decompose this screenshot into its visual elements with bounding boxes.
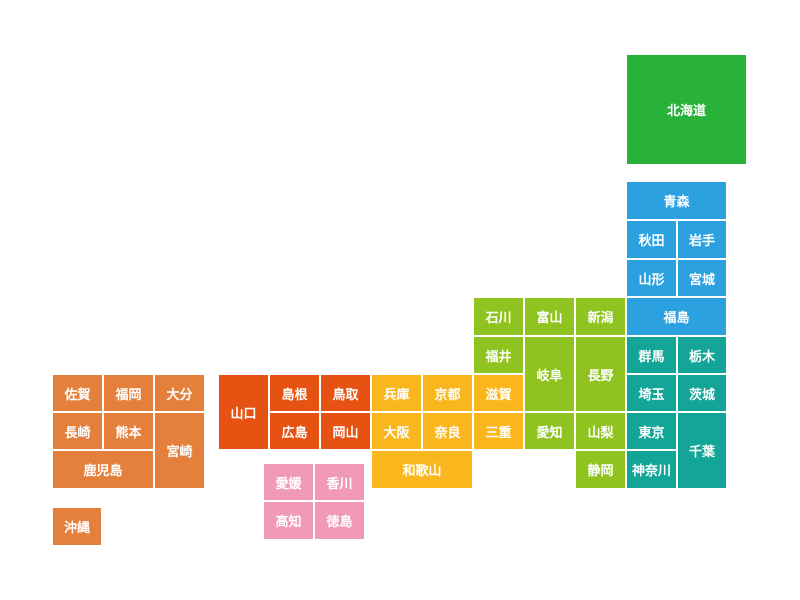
prefecture-label: 群馬: [638, 349, 665, 365]
prefecture-kanagawa[interactable]: 神奈川: [626, 450, 677, 489]
prefecture-hiroshima[interactable]: 広島: [269, 412, 320, 450]
prefecture-label: 岩手: [688, 234, 715, 249]
prefecture-label: 大分: [166, 387, 193, 403]
prefecture-label: 福島: [663, 311, 690, 326]
prefecture-mie[interactable]: 三重: [473, 412, 524, 450]
prefecture-label: 香川: [326, 476, 353, 492]
prefecture-label: 山形: [638, 272, 665, 288]
prefecture-nagano[interactable]: 長野: [575, 336, 626, 412]
prefecture-toyama[interactable]: 富山: [524, 297, 575, 336]
prefecture-label: 福岡: [115, 387, 142, 403]
prefecture-ibaraki[interactable]: 茨城: [677, 374, 727, 412]
prefecture-ehime[interactable]: 愛媛: [263, 463, 314, 501]
prefecture-kochi[interactable]: 高知: [263, 501, 314, 540]
prefecture-miyagi[interactable]: 宮城: [677, 259, 727, 297]
prefecture-label: 京都: [434, 387, 461, 403]
prefecture-saitama[interactable]: 埼玉: [626, 374, 677, 412]
prefecture-tokushima[interactable]: 徳島: [314, 501, 365, 540]
prefecture-kagawa[interactable]: 香川: [314, 463, 365, 501]
prefecture-label: 佐賀: [64, 387, 91, 403]
prefecture-label: 長野: [587, 368, 614, 384]
prefecture-aomori[interactable]: 青森: [626, 181, 727, 220]
prefecture-niigata[interactable]: 新潟: [575, 297, 626, 336]
prefecture-tochigi[interactable]: 栃木: [677, 336, 727, 374]
prefecture-fukui[interactable]: 福井: [473, 336, 524, 374]
prefecture-label: 富山: [536, 311, 563, 326]
prefecture-label: 長崎: [64, 425, 91, 441]
prefecture-okayama[interactable]: 岡山: [320, 412, 371, 450]
prefecture-okinawa[interactable]: 沖縄: [52, 507, 102, 546]
prefecture-ishikawa[interactable]: 石川: [473, 297, 524, 336]
prefecture-yamanashi[interactable]: 山梨: [575, 412, 626, 450]
prefecture-label: 和歌山: [402, 464, 442, 479]
prefecture-label: 兵庫: [383, 387, 410, 403]
prefecture-iwate[interactable]: 岩手: [677, 220, 727, 259]
prefecture-label: 福井: [485, 349, 512, 365]
prefecture-hokkaido[interactable]: 北海道: [626, 54, 747, 165]
prefecture-label: 沖縄: [63, 521, 90, 536]
prefecture-label: 宮崎: [166, 445, 193, 460]
prefecture-hyogo[interactable]: 兵庫: [371, 374, 422, 412]
prefecture-label: 新潟: [587, 311, 614, 326]
prefecture-label: 愛知: [536, 425, 563, 441]
prefecture-label: 滋賀: [485, 387, 512, 403]
prefecture-label: 静岡: [587, 464, 614, 479]
prefecture-akita[interactable]: 秋田: [626, 220, 677, 259]
prefecture-label: 神奈川: [631, 464, 671, 479]
prefecture-label: 山口: [230, 406, 257, 422]
prefecture-label: 熊本: [115, 425, 142, 441]
prefecture-label: 奈良: [434, 425, 461, 441]
prefecture-shimane[interactable]: 島根: [269, 374, 320, 412]
prefecture-yamagata[interactable]: 山形: [626, 259, 677, 297]
prefecture-label: 岡山: [332, 425, 359, 441]
prefecture-kagoshima[interactable]: 鹿児島: [52, 450, 154, 489]
prefecture-label: 岐阜: [536, 368, 563, 384]
prefecture-oita[interactable]: 大分: [154, 374, 205, 412]
prefecture-label: 山梨: [587, 425, 614, 441]
prefecture-label: 徳島: [326, 515, 353, 530]
prefecture-gifu[interactable]: 岐阜: [524, 336, 575, 412]
prefecture-shizuoka[interactable]: 静岡: [575, 450, 626, 489]
prefecture-label: 千葉: [688, 445, 715, 460]
prefecture-tokyo[interactable]: 東京: [626, 412, 677, 450]
prefecture-label: 鳥取: [332, 387, 359, 403]
prefecture-tottori[interactable]: 鳥取: [320, 374, 371, 412]
prefecture-saga[interactable]: 佐賀: [52, 374, 103, 412]
prefecture-label: 栃木: [688, 349, 715, 365]
prefecture-label: 青森: [663, 195, 690, 210]
prefecture-shiga[interactable]: 滋賀: [473, 374, 524, 412]
prefecture-nara[interactable]: 奈良: [422, 412, 473, 450]
prefecture-kyoto[interactable]: 京都: [422, 374, 473, 412]
prefecture-label: 高知: [275, 515, 302, 530]
prefecture-label: 広島: [281, 425, 308, 441]
prefecture-aichi[interactable]: 愛知: [524, 412, 575, 450]
prefecture-nagasaki[interactable]: 長崎: [52, 412, 103, 450]
prefecture-fukuoka[interactable]: 福岡: [103, 374, 154, 412]
prefecture-label: 三重: [485, 425, 512, 441]
prefecture-label: 石川: [485, 311, 512, 326]
prefecture-label: 鹿児島: [83, 464, 123, 479]
prefecture-osaka[interactable]: 大阪: [371, 412, 422, 450]
prefecture-kumamoto[interactable]: 熊本: [103, 412, 154, 450]
prefecture-label: 埼玉: [638, 387, 665, 403]
prefecture-label: 宮城: [688, 272, 715, 288]
prefecture-gunma[interactable]: 群馬: [626, 336, 677, 374]
prefecture-label: 東京: [638, 425, 665, 441]
prefecture-fukushima[interactable]: 福島: [626, 297, 727, 336]
prefecture-chiba[interactable]: 千葉: [677, 412, 727, 489]
prefecture-miyazaki[interactable]: 宮崎: [154, 412, 205, 489]
prefecture-label: 茨城: [688, 387, 715, 403]
prefecture-label: 秋田: [638, 234, 665, 249]
prefecture-label: 島根: [281, 387, 308, 403]
prefecture-label: 北海道: [666, 104, 706, 119]
prefecture-label: 大阪: [383, 425, 410, 441]
prefecture-wakayama[interactable]: 和歌山: [371, 450, 473, 489]
prefecture-yamaguchi[interactable]: 山口: [218, 374, 269, 450]
prefecture-label: 愛媛: [275, 476, 302, 492]
